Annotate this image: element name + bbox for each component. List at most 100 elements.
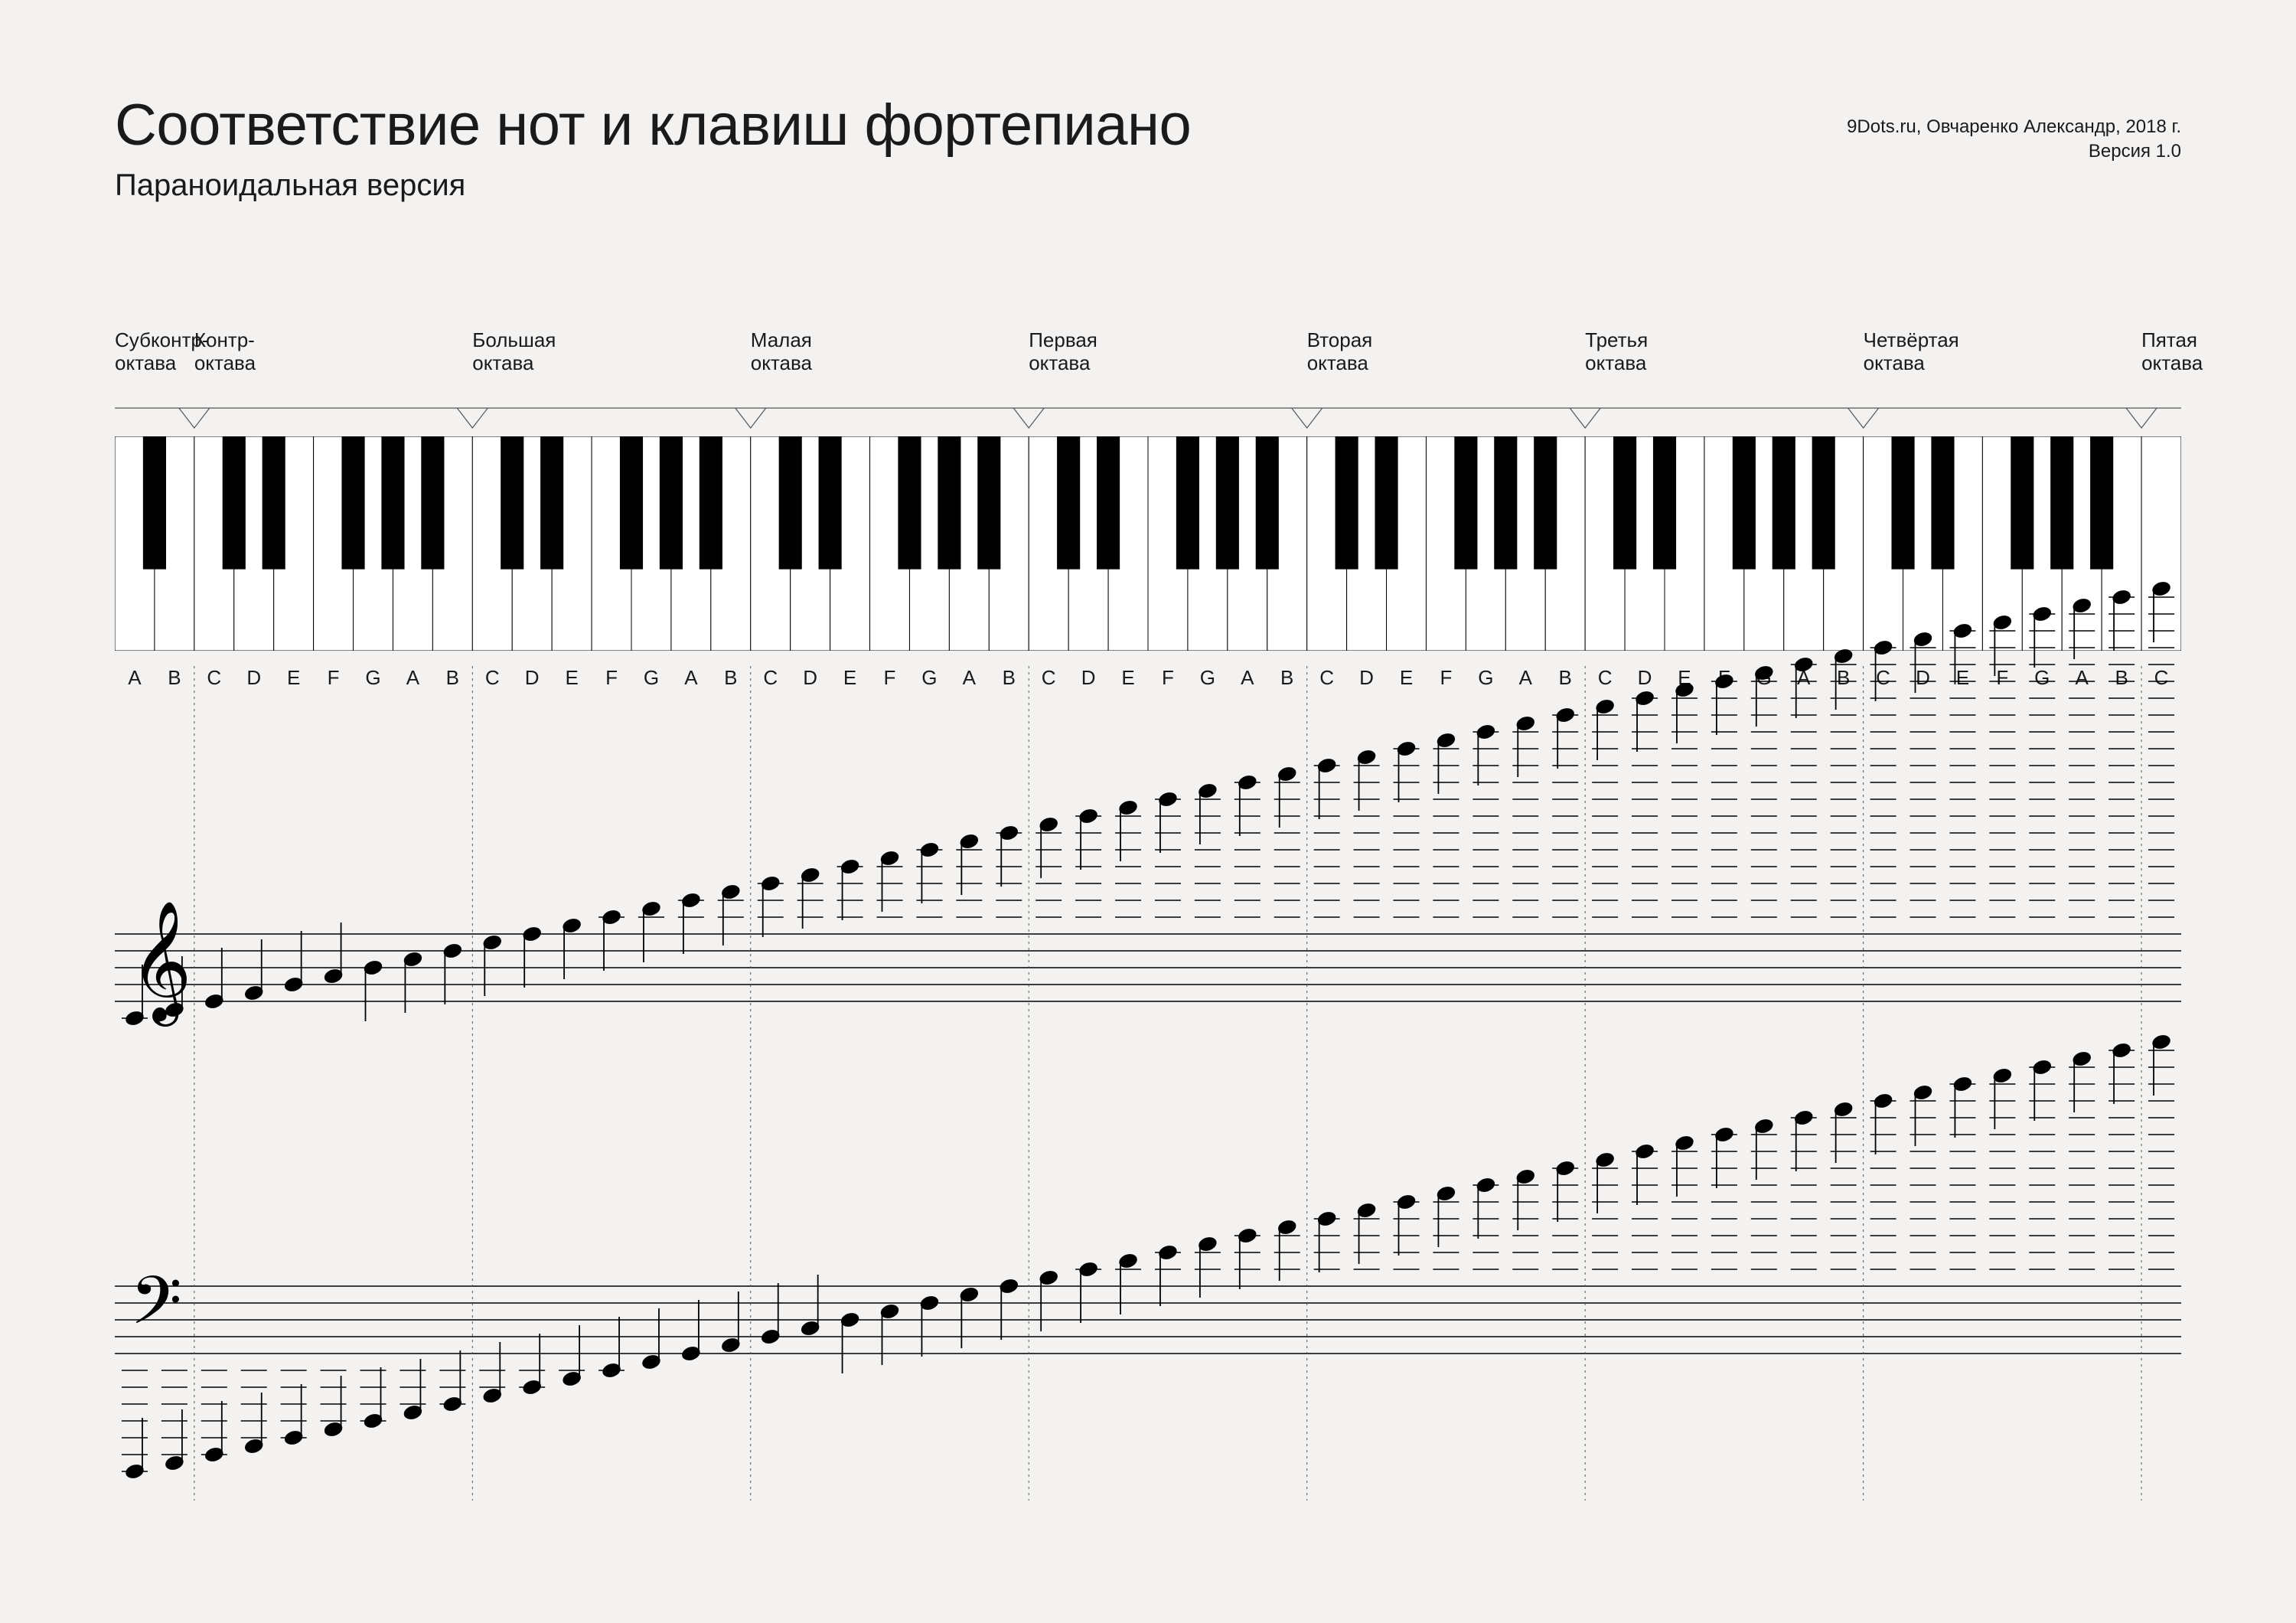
note-head	[362, 958, 383, 977]
note-letter: B	[1828, 666, 1859, 690]
note-head	[958, 832, 980, 851]
note-head	[402, 1403, 423, 1422]
white-key	[2141, 436, 2181, 651]
note-letter: C	[2146, 666, 2177, 690]
black-key	[2090, 436, 2113, 570]
note-head	[601, 1361, 622, 1380]
note-head	[1316, 756, 1338, 775]
note-head	[998, 1277, 1019, 1295]
grand-staff: 𝄞𝄢	[0, 0, 2296, 1623]
note-letter: G	[1749, 666, 1779, 690]
octave-label: Малая октава	[751, 329, 812, 375]
note-head	[1356, 748, 1378, 766]
note-letter: G	[914, 666, 944, 690]
note-head	[1117, 1252, 1139, 1270]
note-head	[879, 849, 900, 867]
black-key	[501, 436, 523, 570]
note-head	[1515, 1167, 1536, 1186]
note-head	[641, 1353, 662, 1371]
black-key	[1494, 436, 1517, 570]
note-head	[1554, 1159, 1576, 1177]
note-head	[918, 841, 940, 859]
note-letter: A	[2066, 666, 2097, 690]
note-letter: G	[358, 666, 389, 690]
note-letter: E	[1669, 666, 1700, 690]
note-letter: E	[556, 666, 587, 690]
black-key	[898, 436, 921, 570]
note-head	[561, 1370, 582, 1388]
note-head	[1634, 689, 1655, 707]
note-head	[1873, 1092, 1894, 1110]
note-head	[362, 1412, 383, 1430]
note-letter: B	[716, 666, 746, 690]
note-head	[918, 1294, 940, 1312]
note-letter: A	[1789, 666, 1819, 690]
note-letter: D	[1073, 666, 1104, 690]
note-letter: B	[993, 666, 1024, 690]
note-head	[2031, 1058, 2053, 1076]
note-head	[164, 1001, 185, 1019]
note-head	[760, 874, 781, 893]
note-letter: D	[239, 666, 269, 690]
note-letter: A	[1232, 666, 1263, 690]
note-head	[800, 1319, 821, 1337]
black-key	[2011, 436, 2033, 570]
note-head	[760, 1327, 781, 1346]
note-letter: A	[1510, 666, 1541, 690]
note-head	[2071, 1050, 2092, 1068]
note-head	[481, 933, 503, 952]
note-letter: E	[835, 666, 866, 690]
note-letter: C	[755, 666, 786, 690]
note-head	[720, 883, 742, 901]
octave-label: Четвёртая октава	[1864, 329, 1959, 375]
black-key	[779, 436, 802, 570]
note-letter: E	[1113, 666, 1143, 690]
note-letter: B	[1550, 666, 1580, 690]
note-head	[402, 950, 423, 968]
note-letter: G	[1470, 666, 1501, 690]
black-key	[1613, 436, 1636, 570]
note-head	[442, 942, 463, 960]
note-head	[1117, 798, 1139, 817]
octave-label: Большая октава	[472, 329, 556, 375]
black-key	[540, 436, 563, 570]
note-letter: D	[795, 666, 826, 690]
treble-clef-icon: 𝄞	[130, 903, 192, 1027]
note-head	[283, 975, 305, 994]
note-head	[1991, 1066, 2013, 1085]
note-head	[164, 1454, 185, 1472]
note-head	[1078, 1260, 1099, 1278]
black-key	[1931, 436, 1954, 570]
black-key	[977, 436, 1000, 570]
note-head	[1435, 1184, 1456, 1203]
note-head	[1554, 706, 1576, 724]
note-letter: A	[397, 666, 428, 690]
note-letter: A	[119, 666, 150, 690]
note-letter: F	[318, 666, 349, 690]
black-key	[1891, 436, 1914, 570]
note-head	[521, 1378, 543, 1396]
note-head	[521, 925, 543, 943]
black-key	[1256, 436, 1279, 570]
black-key	[660, 436, 683, 570]
note-letter: A	[954, 666, 984, 690]
note-head	[1515, 714, 1536, 733]
note-head	[1316, 1210, 1338, 1228]
note-letter: C	[477, 666, 507, 690]
note-letter: F	[875, 666, 905, 690]
note-head	[958, 1285, 980, 1304]
note-head	[1078, 807, 1099, 825]
octave-label: Вторая октава	[1307, 329, 1373, 375]
note-letter: C	[1312, 666, 1342, 690]
note-head	[1634, 1142, 1655, 1161]
note-letter: G	[636, 666, 667, 690]
note-head	[204, 992, 225, 1011]
page-title: Соответствие нот и клавиш фортепиано	[115, 92, 1191, 158]
note-head	[481, 1386, 503, 1405]
note-letter: F	[1709, 666, 1740, 690]
black-key	[1097, 436, 1120, 570]
note-head	[1912, 1083, 1933, 1102]
note-head	[124, 1462, 145, 1481]
note-head	[204, 1445, 225, 1464]
black-key	[381, 436, 404, 570]
